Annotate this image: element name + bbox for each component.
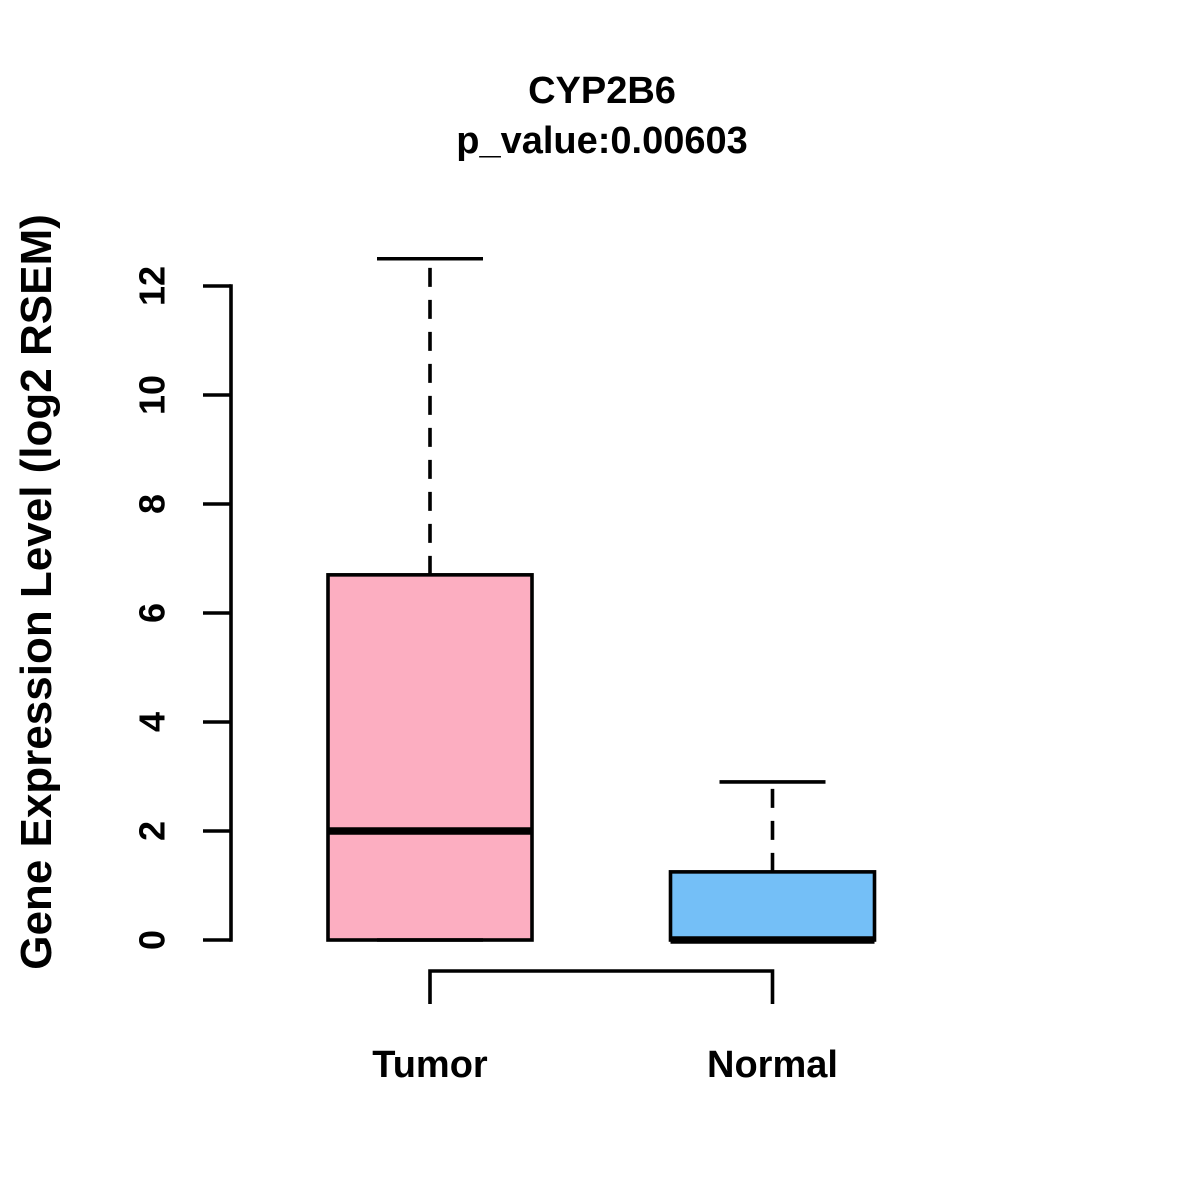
y-tick-label: 2 xyxy=(132,821,173,841)
y-tick-label: 0 xyxy=(132,930,173,950)
normal-box xyxy=(668,870,877,942)
y-tick-label: 4 xyxy=(132,712,173,732)
y-tick-label: 12 xyxy=(132,266,173,306)
group-label-tumor: Tumor xyxy=(372,1044,488,1086)
y-tick-label: 10 xyxy=(132,375,173,415)
chart-title: CYP2B6 xyxy=(528,70,676,112)
comparison-bracket xyxy=(428,969,775,1004)
y-tick-label: 8 xyxy=(132,494,173,514)
group-label-normal: Normal xyxy=(707,1044,838,1086)
tumor-box xyxy=(326,573,534,942)
chart-title-block: CYP2B6 p_value:0.00603 xyxy=(2,66,1200,166)
chart-subtitle-pvalue: p_value:0.00603 xyxy=(456,120,748,162)
y-tick-label: 6 xyxy=(132,603,173,623)
